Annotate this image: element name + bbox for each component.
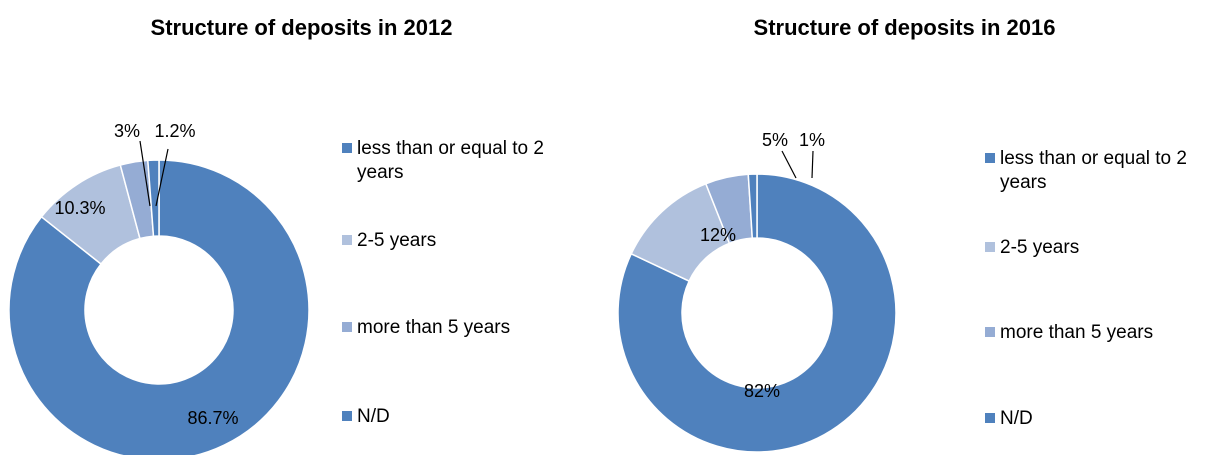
legend-item-nd: N/D xyxy=(342,405,390,429)
donut-slice-3 xyxy=(147,159,160,238)
legend-label: 2-5 years xyxy=(1000,237,1080,258)
donut-chart-2012: Structure of deposits in 2012 86.7% 10.3%… xyxy=(8,15,572,455)
legend-label: N/D xyxy=(1000,408,1033,429)
legend-swatch xyxy=(985,153,995,163)
legend-label: more than 5 years xyxy=(1000,322,1154,343)
chart-title: Structure of deposits in 2016 xyxy=(753,15,1056,40)
legend-label: more than 5 years xyxy=(357,317,511,338)
leader-line-2 xyxy=(139,140,151,207)
legend-item-2-5-years: 2-5 years xyxy=(342,229,436,253)
donut-slice-0 xyxy=(617,173,897,453)
data-label-0: 82% xyxy=(744,381,780,401)
leader-line-3 xyxy=(155,148,169,207)
donut-slice-0 xyxy=(8,159,310,455)
legend-item-nd: N/D xyxy=(985,407,1033,431)
legend-label: 2-5 years xyxy=(357,230,437,251)
data-label-3: 1.2% xyxy=(154,121,195,141)
data-label-0: 86.7% xyxy=(187,408,238,428)
legend-label: less than or equal to 2 years xyxy=(357,138,544,183)
donut-svg: 86.7% 10.3% 3% 1.2% xyxy=(8,121,310,455)
legend-swatch xyxy=(985,242,995,252)
data-label-2: 5% xyxy=(762,130,788,150)
donut-svg: 82% 12% 5% 1% xyxy=(617,130,897,453)
legend-swatch xyxy=(342,411,352,421)
legend-swatch xyxy=(985,327,995,337)
legend-item-le-2-years: less than or equal to 2 years xyxy=(342,137,572,185)
legend-swatch xyxy=(342,143,352,153)
leader-line-3 xyxy=(811,150,814,179)
legend-item-2-5-years: 2-5 years xyxy=(985,236,1079,260)
data-label-2: 3% xyxy=(114,121,140,141)
data-label-3: 1% xyxy=(799,130,825,150)
legend-label: N/D xyxy=(357,406,390,427)
legend-label: less than or equal to 2 years xyxy=(1000,148,1187,193)
chart-title: Structure of deposits in 2012 xyxy=(150,15,453,40)
legend-swatch xyxy=(985,413,995,423)
donut-slice-3 xyxy=(747,173,758,239)
leader-line-2 xyxy=(781,150,797,179)
legend-item-more-than-5-years: more than 5 years xyxy=(985,321,1153,345)
legend-swatch xyxy=(342,322,352,332)
data-label-1: 10.3% xyxy=(54,198,105,218)
legend-swatch xyxy=(342,235,352,245)
data-label-1: 12% xyxy=(700,225,736,245)
legend-item-le-2-years: less than or equal to 2 years xyxy=(985,147,1206,195)
donut-chart-2016: Structure of deposits in 2016 82% 12% 5% 1%… xyxy=(603,0,1206,455)
legend-item-more-than-5-years: more than 5 years xyxy=(342,316,510,340)
